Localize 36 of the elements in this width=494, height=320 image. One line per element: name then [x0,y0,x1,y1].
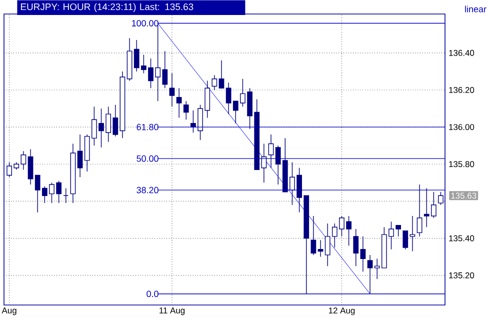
candlestick [410,216,416,252]
chart-title: EURJPY: HOUR (14:23:11) Last: 135.63 [20,3,194,12]
candlestick [416,184,422,237]
candlestick [20,150,26,170]
y-tick-label: 135.40 [449,235,474,242]
annotation: 0.0 [146,290,158,298]
candlestick [183,100,189,120]
candlestick [28,148,34,185]
candlestick [367,254,373,294]
candlestick [310,216,316,256]
candlestick [212,74,218,90]
candlestick [402,230,408,250]
y-tick-label: 136.20 [449,87,474,93]
candlestick [176,88,182,118]
candlestick [169,72,175,108]
x-tick-label: Aug [2,308,16,316]
x-tick-label: 12 Aug [328,308,355,316]
annotation: 50.00 [136,155,158,162]
annotation: 38.20 [136,186,158,194]
y-tick-label: 135.20 [449,272,474,278]
text: 135.63 [451,192,476,199]
candlestick [438,192,444,206]
candlestick [318,240,324,258]
y-tick-label: 135.80 [449,161,474,168]
candlestick [268,134,274,168]
annotation: 61.80 [136,124,158,130]
text: linear [465,6,486,12]
candlestick [77,134,83,178]
candlestick [353,228,359,266]
x-tick-label: 11 Aug [160,308,185,316]
candlestick [218,60,224,88]
y-tick-label: 136.00 [449,124,474,130]
y-tick-label: 136.40 [449,50,474,56]
annotation: 100.00 [132,20,158,26]
candlestick [63,188,69,204]
candlestick [360,236,366,272]
